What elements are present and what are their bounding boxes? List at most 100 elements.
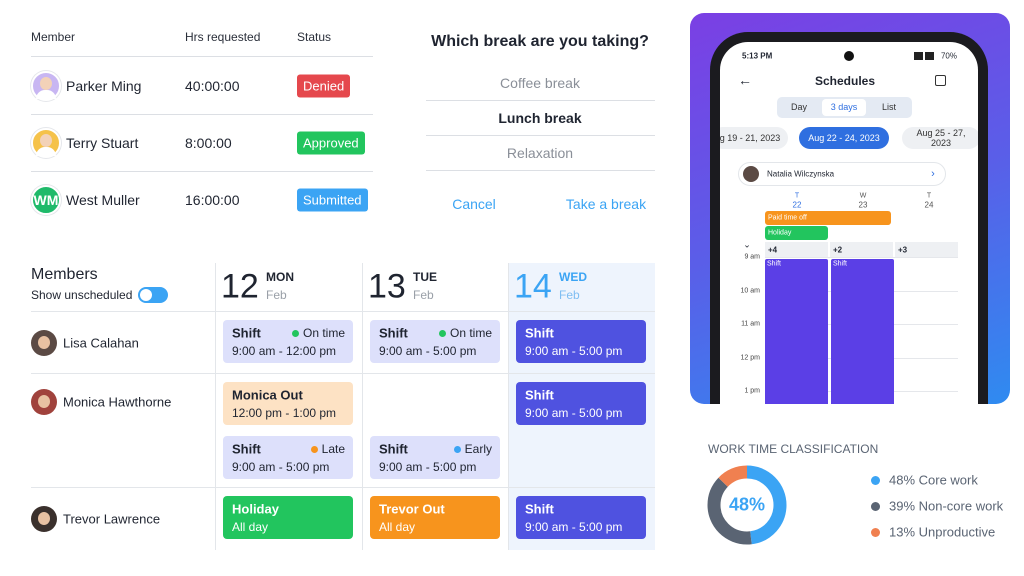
cancel-button[interactable]: Cancel — [452, 196, 496, 212]
column-divider — [215, 263, 216, 550]
member-name: Trevor Lawrence — [63, 511, 161, 527]
weekday: MON — [266, 270, 294, 284]
all-day-event — [765, 211, 891, 225]
tab[interactable]: List — [881, 102, 897, 112]
month: Feb — [559, 288, 580, 302]
card-tag: Late — [321, 442, 345, 456]
divider — [31, 487, 655, 488]
divider — [31, 114, 373, 115]
month: Feb — [266, 288, 287, 302]
card-title: Shift — [232, 325, 261, 341]
confirm-button[interactable]: Take a break — [565, 196, 647, 212]
shift-card[interactable] — [516, 382, 646, 425]
card-title: Trevor Out — [379, 501, 445, 517]
phone-panel: 5:13 PM 70% ← Schedules Day 3 days List g 19 - … — [690, 13, 1010, 404]
donut-segment — [707, 465, 787, 545]
divider — [215, 311, 655, 312]
break-option[interactable]: Lunch break — [498, 110, 582, 126]
card-tag: On time — [302, 326, 345, 340]
member-avatar-face — [38, 395, 50, 408]
hour-label: 1 pm — [744, 387, 760, 395]
member-name: Natalia Wilczynska — [767, 169, 835, 179]
shift-card[interactable] — [223, 382, 353, 425]
tab[interactable]: 3 days — [830, 102, 858, 112]
card-tag: Early — [464, 442, 492, 456]
break-option[interactable]: Relaxation — [506, 145, 574, 161]
card-time: 9:00 am - 5:00 pm — [379, 460, 477, 474]
break-option[interactable]: Coffee break — [500, 75, 580, 91]
member-avatar — [743, 166, 759, 182]
avatar-face — [40, 77, 52, 90]
day-number: 14 — [514, 267, 552, 306]
date-range[interactable] — [799, 127, 889, 149]
day-number: 12 — [221, 267, 259, 306]
shift-label: Shift — [767, 260, 782, 268]
phone-screen: 5:13 PM 70% ← Schedules Day 3 days List g 19 - … — [720, 42, 978, 404]
more-cell — [830, 242, 893, 257]
member-avatar-face — [38, 512, 50, 525]
member-name: Parker Ming — [66, 78, 142, 94]
card-time: 12:00 pm - 1:00 pm — [232, 406, 337, 420]
avatar — [31, 185, 61, 215]
donut-segment — [707, 465, 787, 545]
shift-card[interactable] — [370, 436, 500, 479]
day-letter: W — [859, 192, 867, 200]
collapse-chevron[interactable]: ⌄ — [743, 239, 751, 250]
card-title: Shift — [232, 441, 261, 457]
more-cell — [765, 242, 828, 257]
date-range-label: Aug 22 - 24, 2023 — [808, 133, 880, 143]
shift-card[interactable] — [516, 320, 646, 363]
day-letter: T — [926, 192, 932, 200]
hours: 8:00:00 — [185, 135, 232, 151]
shift-card[interactable] — [223, 320, 353, 363]
toggle-label: Show unscheduled — [31, 288, 133, 302]
donut-center-label: 48% — [728, 494, 766, 515]
hours: 16:00:00 — [185, 192, 240, 208]
card-title: Monica Out — [232, 387, 303, 403]
day-number: 13 — [368, 267, 406, 306]
phone-body: 5:13 PM 70% ← Schedules Day 3 days List g 19 - … — [710, 32, 988, 404]
status-badge: Denied — [297, 74, 351, 98]
event-label: Paid time off — [768, 214, 807, 222]
chevron: › — [931, 168, 935, 180]
card-time: 9:00 am - 5:00 pm — [525, 344, 623, 358]
shift-card[interactable] — [370, 496, 500, 539]
legend-label: 48% Core work — [889, 472, 978, 488]
column-divider — [362, 263, 363, 550]
all-day-event — [765, 226, 828, 240]
weekday: WED — [559, 270, 587, 284]
card-title: Shift — [379, 441, 408, 457]
tag-dot — [292, 330, 299, 337]
card-title: Holiday — [232, 501, 279, 517]
shift-card[interactable] — [516, 496, 646, 539]
date-range[interactable] — [720, 127, 788, 149]
shift-card[interactable] — [370, 320, 500, 363]
legend-label: 39% Non-core work — [889, 498, 1004, 514]
member-name: West Muller — [66, 192, 140, 208]
shift-block — [831, 259, 894, 404]
shift-card[interactable] — [223, 436, 353, 479]
status-badge: Submitted — [297, 188, 368, 212]
status-badge: Approved — [297, 131, 365, 155]
shift-card[interactable] — [223, 496, 353, 539]
date-range[interactable] — [902, 127, 978, 149]
divider — [426, 135, 655, 136]
tab[interactable]: Day — [790, 102, 808, 112]
more-count: +2 — [833, 245, 843, 255]
calendar-icon[interactable] — [935, 75, 946, 86]
members-title: Members — [31, 266, 98, 283]
card-time: 9:00 am - 12:00 pm — [232, 344, 337, 358]
date-range-label: Aug 25 - 27, 2023 — [916, 128, 966, 148]
back-arrow[interactable]: ← — [738, 72, 752, 88]
member-card[interactable] — [738, 162, 946, 186]
member-avatar-face — [38, 336, 50, 349]
card-title: Shift — [525, 501, 554, 517]
tag-dot — [454, 446, 461, 453]
more-count: +3 — [898, 245, 908, 255]
column-divider — [508, 263, 509, 550]
event-label: Holiday — [768, 229, 792, 237]
day-date: 24 — [924, 200, 934, 210]
weekday: TUE — [413, 270, 437, 284]
date-range-label: g 19 - 21, 2023 — [720, 133, 781, 143]
